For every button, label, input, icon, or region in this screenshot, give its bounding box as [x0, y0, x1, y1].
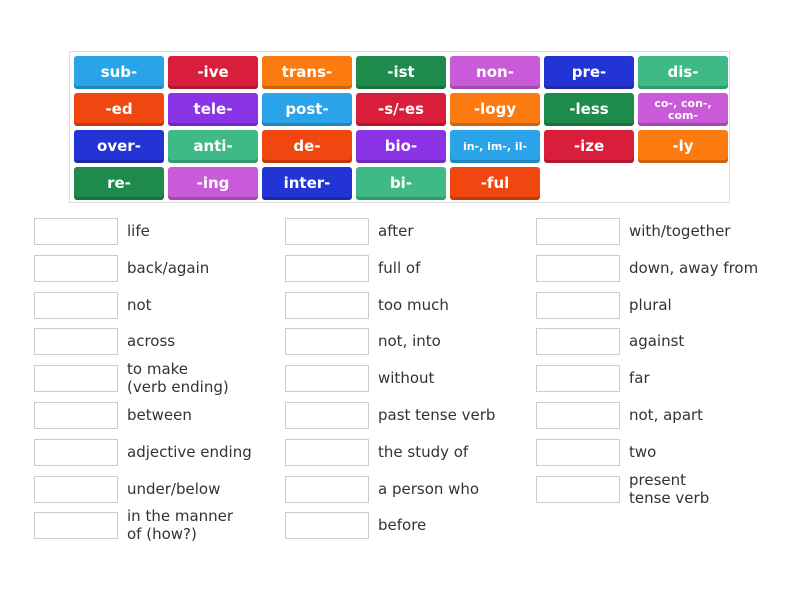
- clue-label: not, apart: [629, 406, 704, 424]
- word-tile[interactable]: dis-: [638, 56, 728, 89]
- drop-slot[interactable]: [285, 402, 369, 429]
- clue-label: against: [629, 332, 685, 351]
- clue-label: adjective ending: [127, 442, 252, 461]
- clue-label: life: [127, 222, 150, 240]
- drop-slot[interactable]: [536, 365, 620, 393]
- word-tile[interactable]: de-: [262, 130, 352, 163]
- drop-slot[interactable]: [536, 218, 620, 245]
- drop-slot[interactable]: [34, 438, 118, 466]
- drop-slot[interactable]: [34, 328, 118, 356]
- clue-label: far: [629, 369, 650, 388]
- clue-label: with/together: [629, 222, 731, 240]
- drop-slot[interactable]: [285, 512, 369, 540]
- clue-label: across: [127, 332, 176, 351]
- clue-label: without: [378, 369, 435, 388]
- drop-slot[interactable]: [34, 402, 118, 429]
- word-tile[interactable]: inter-: [262, 167, 352, 200]
- word-tile[interactable]: over-: [74, 130, 164, 163]
- word-tile[interactable]: in-, im-, il-: [450, 130, 540, 163]
- clue-label: to make (verb ending): [127, 360, 229, 397]
- clue-label: too much: [378, 295, 449, 314]
- drop-slot[interactable]: [536, 291, 620, 319]
- word-tile[interactable]: bio-: [356, 130, 446, 163]
- clue-label: not, into: [378, 332, 441, 351]
- word-tile[interactable]: post-: [262, 93, 352, 126]
- drop-slot[interactable]: [536, 438, 620, 466]
- drop-slot[interactable]: [536, 254, 620, 282]
- word-tile[interactable]: anti-: [168, 130, 258, 163]
- word-tile[interactable]: -less: [544, 93, 634, 126]
- clue-label: not: [127, 295, 152, 314]
- word-tile[interactable]: -s/-es: [356, 93, 446, 126]
- drop-slot[interactable]: [285, 438, 369, 466]
- word-tile[interactable]: -ed: [74, 93, 164, 126]
- clue-label: after: [378, 222, 414, 240]
- word-tile[interactable]: co-, con-, com-: [638, 93, 728, 126]
- drop-slot[interactable]: [536, 402, 620, 429]
- drop-slot[interactable]: [285, 254, 369, 282]
- word-tile[interactable]: -ly: [638, 130, 728, 163]
- clue-label: between: [127, 406, 192, 424]
- drop-slot[interactable]: [285, 475, 369, 503]
- clue-label: a person who: [378, 479, 480, 498]
- word-tile[interactable]: trans-: [262, 56, 352, 89]
- drop-slot[interactable]: [34, 291, 118, 319]
- drop-slot[interactable]: [34, 475, 118, 503]
- word-bank: sub- -ive trans- -ist non-pre-dis- -ed tele-po…: [69, 51, 730, 203]
- drop-slot[interactable]: [285, 328, 369, 356]
- clue-label: before: [378, 516, 427, 535]
- clue-label: under/below: [127, 479, 221, 498]
- clue-label: full of: [378, 258, 421, 277]
- word-tile[interactable]: -logy: [450, 93, 540, 126]
- drop-slot[interactable]: [285, 218, 369, 245]
- word-tile[interactable]: -ist: [356, 56, 446, 89]
- word-tile[interactable]: pre-: [544, 56, 634, 89]
- drop-slot[interactable]: [536, 475, 620, 503]
- drop-slot[interactable]: [285, 365, 369, 393]
- clue-label: two: [629, 442, 657, 461]
- drop-slot[interactable]: [285, 291, 369, 319]
- clue-label: past tense verb: [378, 406, 496, 424]
- word-tile[interactable]: sub-: [74, 56, 164, 89]
- drop-slot[interactable]: [34, 365, 118, 393]
- clue-label: plural: [629, 295, 672, 314]
- word-tile[interactable]: tele-: [168, 93, 258, 126]
- word-tile[interactable]: re-: [74, 167, 164, 200]
- word-tile[interactable]: -ing: [168, 167, 258, 200]
- clue-label: in the manner of (how?): [127, 507, 234, 544]
- word-tile[interactable]: -ive: [168, 56, 258, 89]
- word-tile[interactable]: -ful: [450, 167, 540, 200]
- drop-slot[interactable]: [34, 254, 118, 282]
- clue-label: back/again: [127, 258, 210, 277]
- word-tile[interactable]: non-: [450, 56, 540, 89]
- word-tile[interactable]: -ize: [544, 130, 634, 163]
- clue-label: present tense verb: [629, 470, 710, 507]
- drop-slot[interactable]: [34, 218, 118, 245]
- word-tile[interactable]: bi-: [356, 167, 446, 200]
- drop-slot[interactable]: [536, 328, 620, 356]
- clue-label: down, away from: [629, 258, 759, 277]
- drop-slot[interactable]: [34, 512, 118, 540]
- clue-label: the study of: [378, 442, 469, 461]
